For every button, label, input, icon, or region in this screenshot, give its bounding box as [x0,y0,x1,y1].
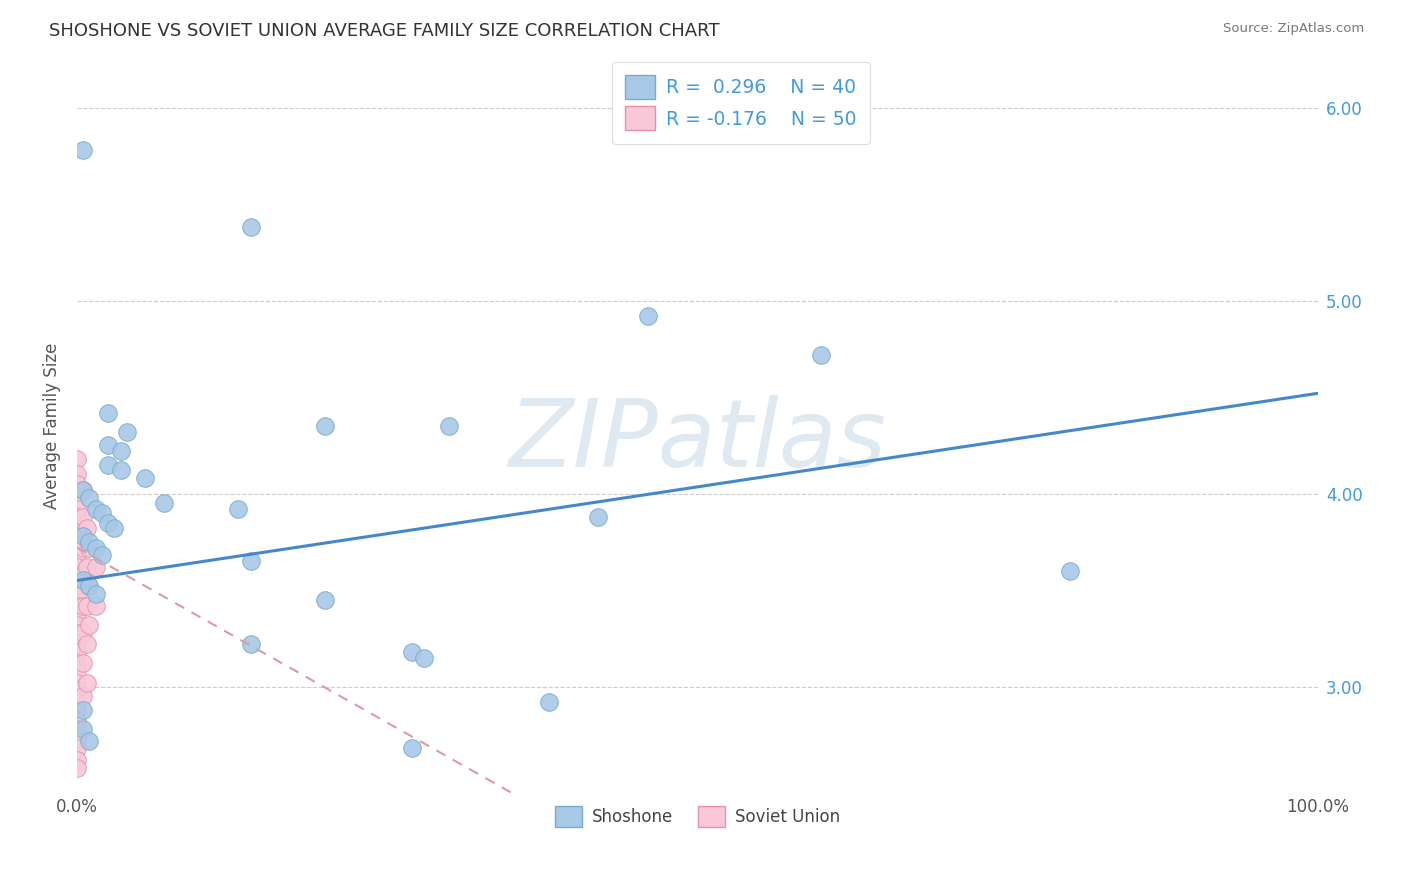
Point [84,541,107,555]
Point [84,587,107,601]
Point [637,309,659,323]
Point [72,483,94,497]
Point [66,567,89,582]
Point [537,695,560,709]
Point [72,625,94,640]
Point [72,657,94,671]
Point [66,467,89,482]
Point [401,645,423,659]
Point [84,560,107,574]
Point [84,599,107,613]
Point [72,541,94,555]
Point [66,657,89,671]
Point [90,506,112,520]
Point [76,521,98,535]
Point [84,502,107,516]
Point [66,509,89,524]
Point [239,554,262,568]
Point [413,650,436,665]
Text: SHOSHONE VS SOVIET UNION AVERAGE FAMILY SIZE CORRELATION CHART: SHOSHONE VS SOVIET UNION AVERAGE FAMILY … [49,22,720,40]
Point [66,753,89,767]
Point [79,541,101,555]
Point [228,502,250,516]
Point [66,491,89,505]
Point [66,599,89,613]
Point [66,722,89,736]
Point [72,574,94,588]
Text: ZIPatlas: ZIPatlas [509,395,886,486]
Point [97,438,120,452]
Point [134,471,156,485]
Point [66,502,89,516]
Point [66,617,89,632]
Point [72,703,94,717]
Point [810,348,832,362]
Point [72,483,94,497]
Point [72,722,94,736]
Point [97,458,120,472]
Point [66,477,89,491]
Point [66,741,89,756]
Point [72,529,94,543]
Point [79,579,101,593]
Point [90,549,112,563]
Point [66,703,89,717]
Point [76,560,98,574]
Point [72,509,94,524]
Point [115,425,138,439]
Point [103,521,125,535]
Point [66,549,89,563]
Point [76,675,98,690]
Point [314,419,336,434]
Point [76,599,98,613]
Point [72,689,94,703]
Legend: Shoshone, Soviet Union: Shoshone, Soviet Union [547,797,848,836]
Point [239,637,262,651]
Point [401,741,423,756]
Point [66,714,89,729]
Point [66,451,89,466]
Point [97,406,120,420]
Point [72,143,94,157]
Point [66,587,89,601]
Point [66,625,89,640]
Point [97,516,120,530]
Point [66,637,89,651]
Y-axis label: Average Family Size: Average Family Size [44,343,60,509]
Point [66,695,89,709]
Text: Source: ZipAtlas.com: Source: ZipAtlas.com [1223,22,1364,36]
Point [66,521,89,535]
Point [79,579,101,593]
Point [439,419,461,434]
Point [586,509,609,524]
Point [76,637,98,651]
Point [66,529,89,543]
Point [66,733,89,747]
Point [110,444,132,458]
Point [79,534,101,549]
Point [66,579,89,593]
Point [66,606,89,620]
Point [66,645,89,659]
Point [1059,564,1081,578]
Point [72,599,94,613]
Point [66,675,89,690]
Point [66,560,89,574]
Point [66,683,89,698]
Point [110,463,132,477]
Point [79,617,101,632]
Point [79,733,101,747]
Point [79,491,101,505]
Point [66,761,89,775]
Point [66,664,89,678]
Point [314,592,336,607]
Point [153,496,176,510]
Point [66,541,89,555]
Point [239,220,262,235]
Point [72,567,94,582]
